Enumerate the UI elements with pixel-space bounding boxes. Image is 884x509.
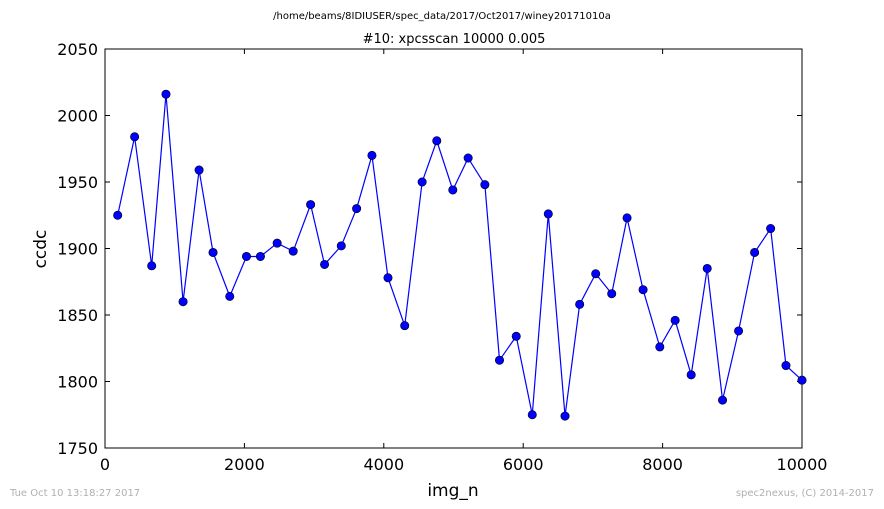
data-point	[383, 273, 393, 283]
footer-timestamp: Tue Oct 10 13:18:27 2017	[10, 488, 141, 499]
data-point	[178, 297, 188, 307]
data-point	[400, 321, 410, 331]
y-axis-label: ccdc	[31, 230, 51, 269]
data-point	[543, 209, 553, 219]
data-point	[718, 395, 728, 405]
series-line	[117, 94, 803, 417]
y-tick-label: 1950	[57, 173, 98, 192]
data-point	[352, 204, 362, 214]
y-tick-label: 2000	[57, 107, 98, 126]
data-point	[320, 259, 330, 269]
data-point	[575, 299, 585, 309]
data-point	[432, 136, 442, 146]
data-point	[655, 342, 665, 352]
data-point	[766, 224, 776, 234]
data-point	[336, 241, 346, 251]
plot-area	[104, 48, 803, 449]
data-point	[527, 410, 537, 420]
data-point	[448, 185, 458, 195]
data-point	[130, 132, 140, 142]
data-point	[241, 251, 251, 261]
data-point	[367, 150, 377, 160]
data-point	[306, 200, 316, 210]
data-point	[560, 411, 570, 421]
y-tick-label: 2050	[57, 40, 98, 59]
data-point	[194, 165, 204, 175]
data-point	[255, 251, 265, 261]
data-point	[113, 210, 123, 220]
footer-credit: spec2nexus, (C) 2014-2017	[735, 488, 874, 499]
x-axis-label: img_n	[427, 481, 478, 501]
chart-suptitle: /home/beams/8IDIUSER/spec_data/2017/Oct2…	[273, 11, 611, 22]
data-point	[781, 361, 791, 371]
data-point	[702, 263, 712, 273]
data-point	[511, 331, 521, 341]
data-point	[622, 213, 632, 223]
x-tick-label: 0	[100, 455, 110, 474]
data-point	[272, 238, 282, 248]
x-tick-label: 4000	[363, 455, 404, 474]
data-point	[417, 177, 427, 187]
y-tick-label: 1850	[57, 306, 98, 325]
data-point	[147, 261, 157, 271]
data-point	[750, 247, 760, 257]
data-point	[288, 246, 298, 256]
data-point	[480, 180, 490, 190]
data-point	[670, 315, 680, 325]
x-tick-labels: 0 2000 4000 6000 8000 10000	[100, 455, 828, 474]
x-tick-label: 10000	[777, 455, 828, 474]
data-point	[591, 269, 601, 279]
data-points	[113, 89, 807, 421]
data-point	[463, 153, 473, 163]
x-tick-label: 8000	[642, 455, 683, 474]
data-point	[208, 247, 218, 257]
data-point	[797, 375, 807, 385]
y-tick-labels: 1750 1800 1850 1900 1950 2000 2050	[57, 40, 98, 458]
y-tick-label: 1900	[57, 240, 98, 259]
y-tick-label: 1750	[57, 439, 98, 458]
chart-title: #10: xpcsscan 10000 0.005	[363, 32, 546, 47]
y-tick-label: 1800	[57, 373, 98, 392]
axis-ticks	[104, 48, 803, 449]
data-point	[638, 285, 648, 295]
data-point	[686, 370, 696, 380]
data-point	[161, 89, 171, 99]
x-tick-label: 2000	[224, 455, 265, 474]
data-point	[225, 291, 235, 301]
data-point	[734, 326, 744, 336]
data-point	[495, 355, 505, 365]
x-tick-label: 6000	[503, 455, 544, 474]
data-point	[607, 289, 617, 299]
